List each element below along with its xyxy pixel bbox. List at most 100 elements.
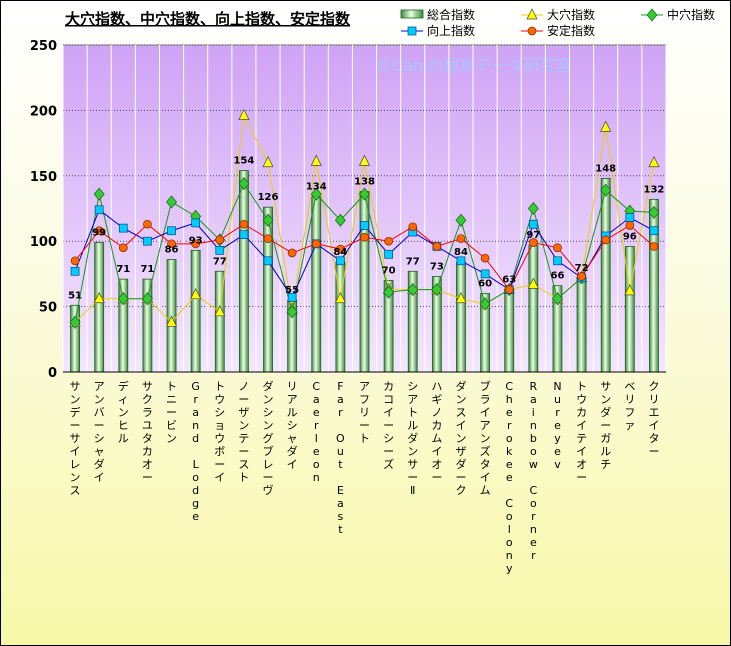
point-marker: [287, 248, 297, 258]
point-marker: [359, 187, 370, 201]
point-marker: [94, 226, 104, 236]
point-marker: [504, 285, 514, 294]
data-label: 71: [116, 264, 130, 275]
category-label: ディンヒル: [118, 379, 129, 445]
point-marker: [118, 223, 128, 233]
data-label: 154: [233, 156, 254, 167]
y-tick-label: 200: [30, 104, 57, 119]
data-label: 93: [189, 235, 203, 246]
y-tick-label: 100: [30, 235, 57, 250]
legend-label: 中穴指数: [667, 7, 715, 22]
y-tick-label: 150: [30, 170, 57, 185]
point-marker: [456, 256, 466, 266]
category-label: ダンシングブレーヴ: [263, 379, 274, 497]
point-marker: [310, 154, 322, 166]
point-marker: [238, 108, 250, 120]
bar: [70, 304, 80, 373]
point-marker: [263, 234, 273, 243]
category-label: ハギノカムイオー: [431, 380, 442, 484]
point-marker: [191, 218, 201, 228]
category-label: サクラユタカオー: [142, 380, 153, 484]
data-label: 138: [354, 176, 375, 187]
data-label: 134: [306, 182, 327, 193]
point-marker: [577, 272, 586, 281]
data-label: 97: [526, 230, 540, 241]
point-marker: [263, 256, 273, 266]
legend-item: 安定指数: [521, 23, 595, 38]
point-marker: [408, 222, 418, 232]
point-marker: [93, 187, 105, 201]
point-marker: [238, 177, 250, 191]
data-label: 51: [68, 290, 82, 301]
category-label: ベリファ: [624, 380, 635, 432]
bar: [359, 191, 370, 373]
plot-area: ©Caniの競馬データ研究室 0 50 100 150 200 250 51 99 71 71 86 9…: [30, 39, 667, 575]
point-marker: [69, 315, 81, 329]
data-label: 132: [644, 184, 665, 195]
chart-title: 大穴指数、中穴指数、向上指数、安定指数: [65, 10, 351, 28]
point-marker: [625, 213, 635, 223]
point-marker: [143, 219, 152, 229]
point-marker: [70, 266, 80, 276]
point-marker: [141, 292, 153, 306]
point-marker: [480, 269, 490, 279]
category-label: リアルシャダイ: [287, 380, 298, 471]
point-marker: [526, 8, 538, 20]
point-marker: [648, 155, 660, 168]
point-marker: [360, 232, 369, 242]
point-marker: [407, 283, 419, 297]
data-label: 77: [213, 256, 227, 267]
point-marker: [70, 256, 80, 266]
data-label: 126: [258, 192, 279, 203]
point-marker: [624, 284, 636, 296]
bar: [528, 244, 539, 373]
point-marker: [528, 219, 538, 229]
y-tick-label: 50: [39, 301, 57, 316]
point-marker: [383, 285, 395, 299]
legend-label: 安定指数: [547, 23, 595, 38]
point-marker: [262, 213, 274, 227]
point-marker: [214, 305, 226, 317]
data-label: 60: [478, 279, 492, 290]
point-marker: [455, 291, 467, 304]
point-marker: [527, 277, 539, 289]
point-marker: [601, 235, 611, 245]
legend-label: 総合指数: [427, 7, 475, 22]
point-marker: [190, 288, 202, 300]
legend-label: 大穴指数: [547, 7, 595, 22]
point-marker: [239, 219, 249, 229]
point-marker: [239, 230, 249, 240]
point-marker: [646, 8, 658, 22]
bar: [311, 196, 322, 373]
point-marker: [600, 120, 612, 132]
point-marker: [167, 239, 176, 249]
bar: [238, 170, 249, 373]
point-marker: [118, 243, 128, 253]
point-marker: [334, 291, 346, 304]
data-label: 72: [575, 263, 589, 274]
point-marker: [527, 201, 539, 216]
legend-swatch: [400, 9, 424, 19]
point-marker: [553, 256, 562, 266]
point-marker: [334, 213, 346, 227]
point-marker: [165, 315, 178, 327]
legend-item: 中穴指数: [641, 7, 715, 22]
point-marker: [407, 26, 417, 36]
point-marker: [311, 239, 321, 249]
category-label: アンバーシャダイ: [94, 380, 105, 484]
point-marker: [384, 236, 393, 246]
point-marker: [528, 238, 538, 247]
point-marker: [191, 239, 201, 249]
point-marker: [432, 242, 442, 251]
category-label: サンデーサイレンス: [70, 380, 81, 497]
bar: [624, 246, 635, 373]
point-marker: [94, 205, 104, 215]
point-marker: [552, 292, 563, 306]
bar: [94, 242, 105, 373]
point-marker: [215, 246, 225, 255]
point-marker: [117, 292, 129, 306]
